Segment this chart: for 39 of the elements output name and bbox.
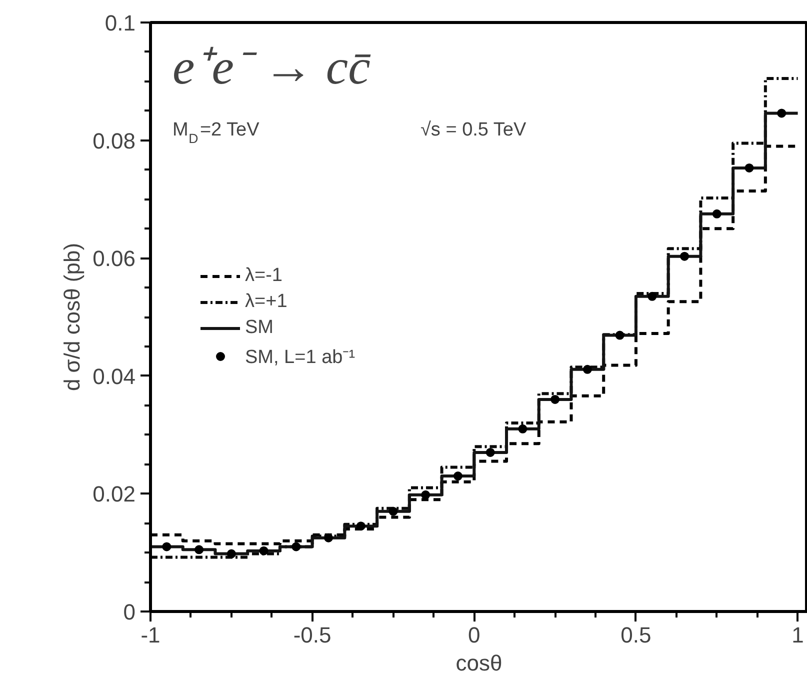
point [550, 394, 560, 404]
point [615, 330, 624, 340]
point [453, 472, 462, 481]
x-tick-label: 0 [468, 622, 480, 648]
point [648, 292, 657, 301]
legend-label: λ=+1 [245, 290, 288, 312]
point [388, 506, 398, 516]
y-tick-label: 0.04 [92, 364, 136, 389]
legend-label: SM, L=1 ab⁻¹ [245, 346, 356, 368]
x-tick-label: -0.5 [293, 622, 332, 648]
y-tick-label: 0.08 [92, 128, 136, 154]
point [486, 448, 495, 457]
x-tick-label: 1 [792, 622, 804, 648]
chart-title: e⁺e⁻ → cc̄ [172, 38, 372, 94]
y-tick-label: 0.02 [92, 482, 136, 507]
y-axis-title: d σ/d cosθ (pb) [60, 242, 85, 392]
point [421, 490, 430, 500]
point [712, 209, 722, 218]
point [324, 533, 334, 542]
x-tick-label: 0.5 [620, 622, 652, 648]
x-axis-title: cosθ [456, 650, 502, 676]
point [744, 163, 754, 172]
point [259, 546, 268, 556]
x-tick-label: -1 [140, 622, 160, 648]
y-tick-label: 0 [123, 600, 136, 624]
point [194, 545, 204, 554]
point [518, 424, 528, 434]
y-tick-label: 0.1 [104, 10, 136, 36]
point [582, 364, 592, 374]
legend-label: λ=-1 [245, 264, 282, 286]
point [680, 252, 690, 261]
legend-label: SM [245, 316, 274, 338]
point [226, 549, 236, 558]
point [777, 108, 786, 118]
point [292, 542, 301, 552]
y-tick-label: 0.06 [92, 246, 136, 272]
point [162, 542, 172, 552]
point [356, 522, 366, 531]
annotation: √s = 0.5 TeV [420, 120, 526, 140]
